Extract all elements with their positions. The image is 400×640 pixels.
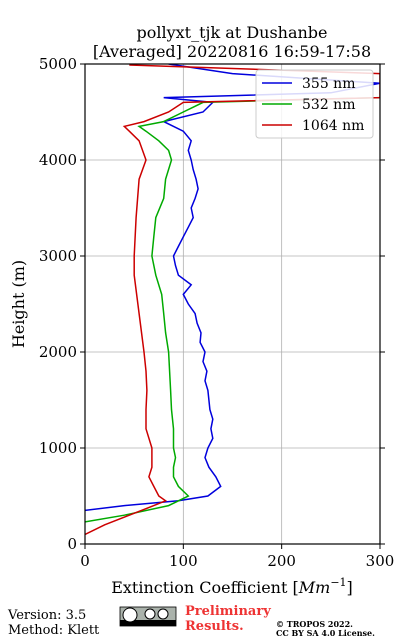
y-tick-label: 0 [67, 535, 77, 553]
cc-badge [119, 606, 177, 627]
data-line [85, 64, 380, 536]
x-tick-label: 100 [169, 552, 198, 570]
legend: 355 nm 532 nm 1064 nm [255, 69, 374, 139]
plot-frame [84, 63, 381, 545]
legend-label: 355 nm [302, 76, 355, 92]
x-axis-label: Extinction Coefficient [ [111, 578, 299, 597]
y-tick-label: 3000 [39, 247, 77, 265]
x-axis-label: Extinction Coefficient [Mm−1] [111, 576, 353, 597]
y-tick-label: 1000 [39, 439, 77, 457]
version: Version: 3.5 [7, 608, 86, 623]
legend-label: 532 nm [302, 97, 355, 113]
chart-title: pollyxt_tjk at Dushanbe [136, 23, 327, 42]
x-tick-label: 0 [80, 552, 90, 570]
legend-label: 1064 nm [302, 118, 364, 134]
plot-area [85, 64, 380, 544]
data-line [85, 64, 380, 512]
copyright: © TROPOS 2022. [276, 619, 353, 629]
y-tick-label: 4000 [39, 151, 77, 169]
y-tick-label: 5000 [39, 55, 77, 73]
legend-box [255, 69, 374, 139]
preliminary: Preliminary [185, 604, 271, 619]
copyright: CC BY SA 4.0 License. [276, 628, 375, 638]
data-line [85, 96, 380, 523]
y-axis-label: Height (m) [9, 260, 28, 348]
y-tick-label: 2000 [39, 343, 77, 361]
x-axis-label: ] [347, 578, 353, 597]
method: Method: Klett [8, 623, 100, 638]
preliminary: Results. [185, 619, 244, 634]
x-tick-label: 300 [366, 552, 395, 570]
x-tick-label: 200 [267, 552, 296, 570]
chart-title: [Averaged] 20220816 16:59-17:58 [93, 42, 371, 61]
x-axis-label: Mm [298, 578, 331, 597]
x-axis-label: −1 [330, 576, 346, 589]
